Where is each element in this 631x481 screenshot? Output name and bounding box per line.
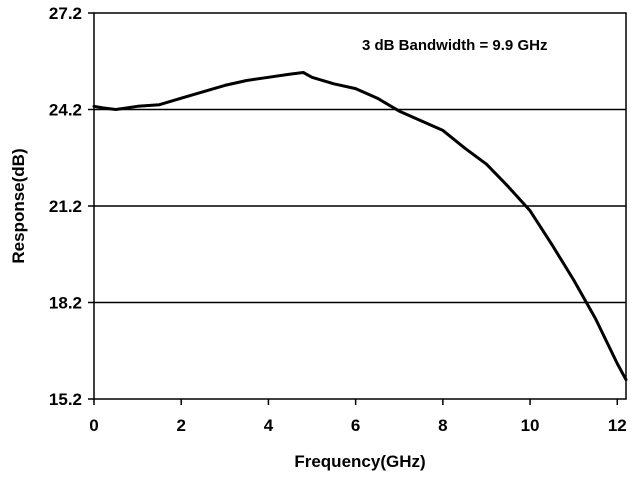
y-tick-label: 27.2 [49,4,82,23]
response-series-line [92,71,628,382]
x-axis-ticks: 0 2 4 6 8 10 12 [89,399,627,435]
y-tick-label: 21.2 [49,197,82,216]
bandwidth-annotation: 3 dB Bandwidth = 9.9 GHz [362,37,547,54]
y-axis-label: Response(dB) [9,148,28,263]
x-tick-label: 10 [521,416,540,435]
y-tick-label: 24.2 [49,101,82,120]
y-tick-label: 15.2 [49,390,82,409]
y-tick-label: 18.2 [49,294,82,313]
y-axis-ticks: 15.2 18.2 21.2 24.2 27.2 [49,4,94,409]
x-tick-label: 6 [351,416,360,435]
x-tick-label: 12 [608,416,627,435]
x-tick-label: 4 [264,416,274,435]
x-tick-label: 2 [176,416,185,435]
x-tick-label: 0 [89,416,98,435]
grid-lines [94,108,626,304]
x-axis-label: Frequency(GHz) [294,452,425,471]
x-tick-label: 8 [438,416,447,435]
